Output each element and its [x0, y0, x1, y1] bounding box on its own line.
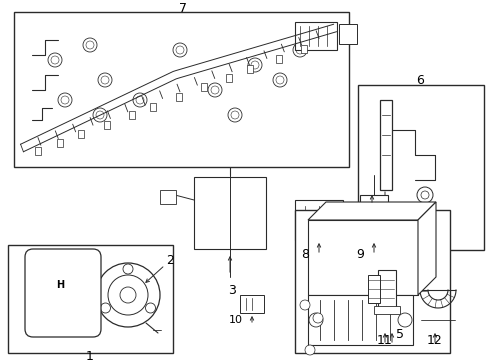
Text: 12: 12: [426, 333, 442, 346]
Circle shape: [312, 313, 323, 323]
Text: 9: 9: [355, 248, 363, 261]
Circle shape: [292, 43, 306, 57]
Circle shape: [120, 287, 136, 303]
Bar: [359, 195, 387, 240]
Circle shape: [202, 187, 258, 243]
Text: 5: 5: [395, 328, 403, 342]
Circle shape: [275, 76, 284, 84]
Bar: [240, 295, 264, 313]
Circle shape: [100, 303, 110, 313]
Polygon shape: [128, 111, 134, 119]
Text: 7: 7: [179, 1, 186, 14]
Bar: [35, 290, 49, 298]
Circle shape: [308, 313, 323, 327]
Circle shape: [295, 46, 304, 54]
Bar: [8, 245, 173, 353]
Circle shape: [416, 187, 432, 203]
Circle shape: [83, 38, 97, 52]
Circle shape: [272, 73, 286, 87]
Bar: [160, 190, 176, 204]
Circle shape: [48, 53, 62, 67]
Bar: [294, 200, 342, 240]
Bar: [35, 302, 49, 310]
Circle shape: [96, 263, 160, 327]
Polygon shape: [175, 93, 181, 101]
Bar: [294, 210, 449, 353]
Circle shape: [101, 76, 109, 84]
Circle shape: [207, 193, 251, 237]
Circle shape: [58, 93, 72, 107]
Polygon shape: [225, 74, 231, 82]
Circle shape: [96, 111, 104, 119]
Bar: [357, 85, 483, 250]
Text: 3: 3: [227, 284, 235, 297]
Circle shape: [230, 111, 239, 119]
Circle shape: [197, 182, 263, 248]
Circle shape: [176, 46, 183, 54]
Text: 8: 8: [301, 248, 308, 261]
Circle shape: [93, 108, 107, 122]
Polygon shape: [300, 45, 306, 53]
Polygon shape: [275, 55, 281, 63]
Circle shape: [247, 58, 262, 72]
Polygon shape: [35, 147, 41, 155]
Polygon shape: [247, 66, 253, 73]
Bar: [294, 22, 336, 50]
Circle shape: [220, 205, 240, 225]
Text: 6: 6: [415, 73, 423, 86]
Bar: [194, 177, 265, 249]
Bar: [367, 275, 379, 303]
Polygon shape: [57, 139, 62, 147]
Circle shape: [210, 86, 219, 94]
Circle shape: [173, 43, 186, 57]
Circle shape: [305, 345, 314, 355]
Text: H: H: [56, 280, 64, 290]
Circle shape: [123, 264, 133, 274]
Circle shape: [108, 275, 148, 315]
Bar: [373, 306, 399, 314]
Circle shape: [51, 56, 59, 64]
Circle shape: [397, 313, 411, 327]
Circle shape: [98, 73, 112, 87]
Text: 4: 4: [385, 203, 393, 216]
Bar: [377, 270, 395, 312]
Circle shape: [207, 83, 222, 97]
Text: 10: 10: [228, 315, 243, 325]
Circle shape: [214, 199, 245, 231]
Polygon shape: [103, 121, 109, 129]
Polygon shape: [78, 130, 84, 138]
Circle shape: [299, 300, 309, 310]
Circle shape: [136, 96, 143, 104]
Circle shape: [86, 41, 94, 49]
Polygon shape: [307, 202, 435, 220]
Circle shape: [133, 93, 147, 107]
Circle shape: [250, 61, 259, 69]
Circle shape: [227, 108, 242, 122]
Circle shape: [420, 191, 428, 199]
Bar: [307, 220, 417, 295]
Bar: [379, 100, 391, 190]
Circle shape: [145, 303, 155, 313]
FancyBboxPatch shape: [25, 249, 101, 337]
Bar: [14, 12, 348, 167]
Text: 2: 2: [166, 253, 174, 266]
Bar: [307, 295, 412, 345]
Circle shape: [61, 96, 69, 104]
Text: 11: 11: [376, 333, 392, 346]
Text: 1: 1: [86, 351, 94, 360]
Bar: [338, 24, 356, 44]
Polygon shape: [200, 84, 206, 91]
Polygon shape: [150, 103, 156, 111]
Polygon shape: [417, 202, 435, 295]
